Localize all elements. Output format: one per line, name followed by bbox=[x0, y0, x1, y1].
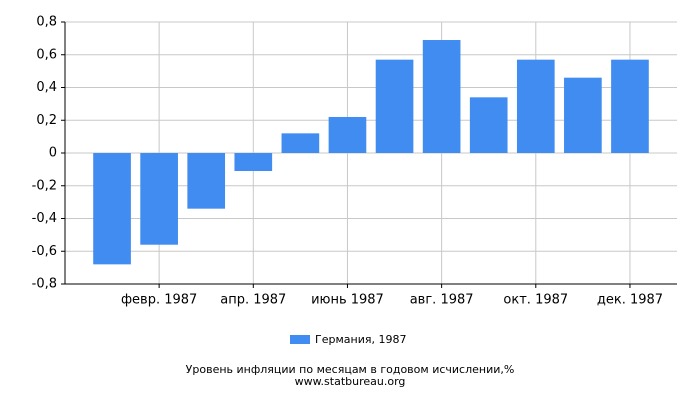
y-tick-label: 0,4 bbox=[36, 80, 57, 95]
y-tick-label: 0,6 bbox=[36, 47, 57, 62]
y-tick-label: 0 bbox=[49, 146, 57, 161]
source: www.statbureau.org bbox=[295, 375, 406, 388]
bar bbox=[281, 133, 320, 153]
x-tick-label: окт. 1987 bbox=[503, 293, 568, 308]
y-tick-label: -0,8 bbox=[32, 277, 57, 292]
y-tick-label: 0,2 bbox=[36, 113, 57, 128]
bar bbox=[516, 59, 555, 153]
x-tick-label: февр. 1987 bbox=[121, 293, 197, 308]
bar bbox=[611, 59, 649, 153]
x-tick-label: дек. 1987 bbox=[597, 293, 663, 308]
y-tick-label: 0,8 bbox=[36, 15, 57, 30]
x-tick-label: июнь 1987 bbox=[311, 293, 384, 308]
bar bbox=[234, 153, 273, 172]
bar bbox=[140, 153, 178, 245]
legend-swatch bbox=[290, 335, 310, 344]
bar bbox=[328, 116, 367, 153]
bar bbox=[564, 77, 602, 153]
chart-title: Уровень инфляции по месяцам в годовом ис… bbox=[186, 363, 515, 376]
y-tick-label: -0,4 bbox=[32, 211, 57, 226]
x-tick-label: авг. 1987 bbox=[410, 293, 474, 308]
bar bbox=[375, 59, 414, 153]
bar bbox=[469, 97, 508, 153]
legend-label: Германия, 1987 bbox=[315, 333, 406, 346]
bar bbox=[422, 40, 461, 154]
y-tick-label: -0,2 bbox=[32, 178, 57, 193]
bar bbox=[187, 153, 226, 209]
x-tick-label: апр. 1987 bbox=[220, 293, 286, 308]
y-tick-label: -0,6 bbox=[32, 244, 57, 259]
bar bbox=[93, 153, 131, 265]
